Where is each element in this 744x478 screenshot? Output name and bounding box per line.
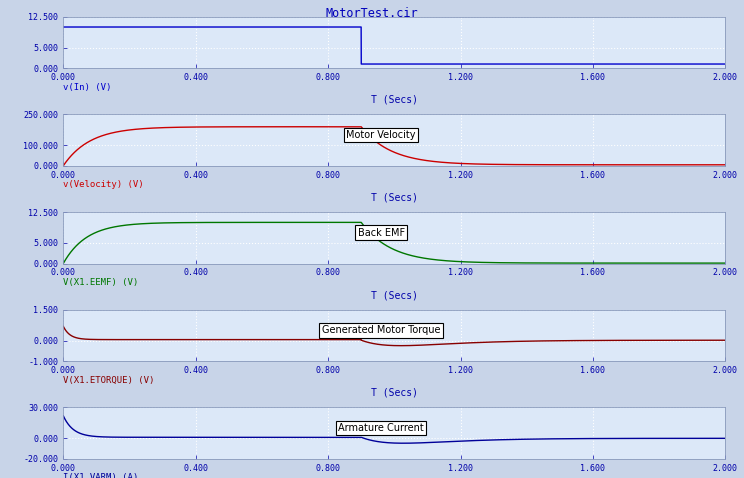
Text: v(Velocity) (V): v(Velocity) (V) (63, 180, 144, 189)
Text: T (Secs): T (Secs) (371, 290, 418, 300)
Text: T (Secs): T (Secs) (371, 388, 418, 398)
Text: V(X1.ETORQUE) (V): V(X1.ETORQUE) (V) (63, 376, 155, 385)
Text: Motor Velocity: Motor Velocity (346, 130, 416, 140)
Text: T (Secs): T (Secs) (371, 95, 418, 105)
Text: Generated Motor Torque: Generated Motor Torque (322, 326, 440, 336)
Text: MotorTest.cir: MotorTest.cir (326, 7, 418, 20)
Text: v(In) (V): v(In) (V) (63, 83, 112, 92)
Text: V(X1.EEMF) (V): V(X1.EEMF) (V) (63, 278, 138, 287)
Text: Armature Current: Armature Current (339, 423, 424, 433)
Text: Back EMF: Back EMF (358, 228, 405, 238)
Text: T (Secs): T (Secs) (371, 193, 418, 203)
Text: I(X1.VARM) (A): I(X1.VARM) (A) (63, 473, 138, 478)
